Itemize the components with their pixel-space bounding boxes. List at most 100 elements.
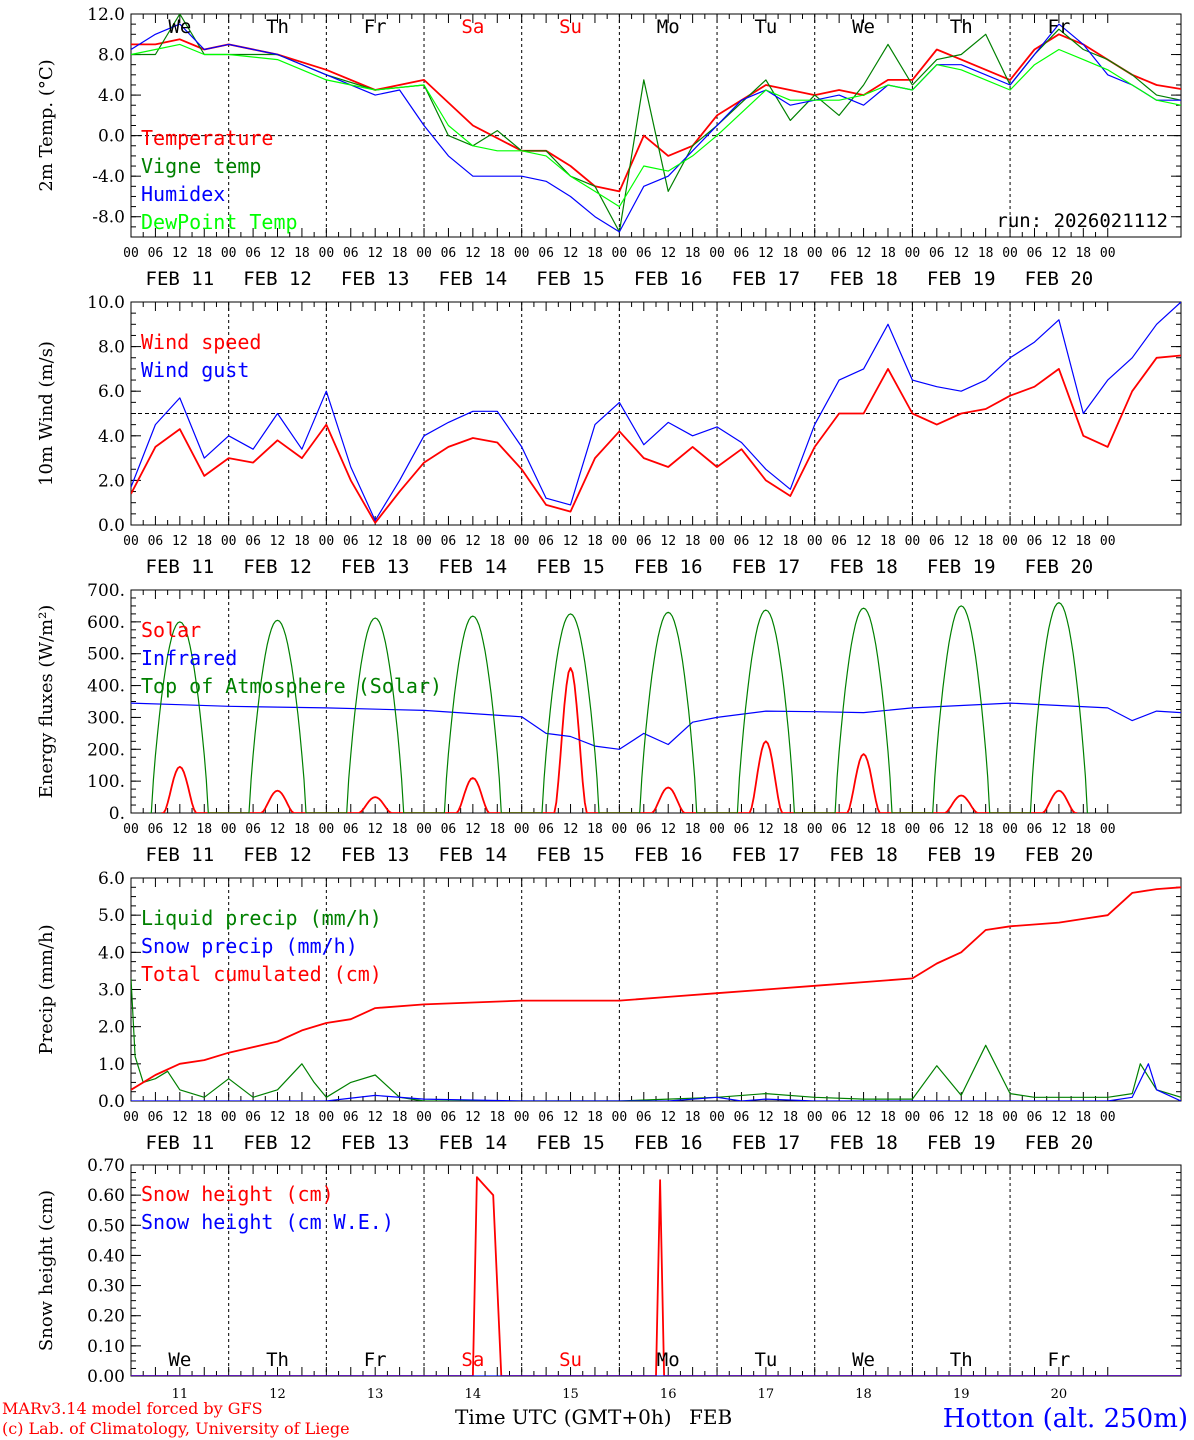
legend-entry: Top of Atmosphere (Solar) xyxy=(141,674,442,698)
day-name-top: Tu xyxy=(754,16,777,38)
panel-temp: 12.0 8.0 4.0 0.0 -4.0 -8.0 2m Temp. (°C) 00 06 12… xyxy=(36,5,1182,290)
hour-tick-label: 12 xyxy=(270,534,286,549)
hour-tick-label: 18 xyxy=(587,822,603,837)
date-label: FEB 12 xyxy=(243,268,312,290)
hour-tick-label: 12 xyxy=(270,1110,286,1125)
series-group xyxy=(131,302,1181,524)
hour-tick-label: 18 xyxy=(685,246,701,261)
hour-tick-label: 12 xyxy=(758,246,774,261)
hour-tick-label: 12 xyxy=(856,822,872,837)
hour-tick-label: 12 xyxy=(856,534,872,549)
hour-tick-label: 00 xyxy=(514,534,530,549)
date-label: FEB 18 xyxy=(829,556,898,578)
date-label: FEB 11 xyxy=(146,1132,215,1154)
hour-tick-label: 18 xyxy=(294,1110,310,1125)
hour-tick-label: 12 xyxy=(367,822,383,837)
hour-tick-label: 18 xyxy=(782,822,798,837)
hour-tick-label: 06 xyxy=(1027,1110,1043,1125)
hour-tick-label: 18 xyxy=(685,534,701,549)
panel-precip: 6.0 5.0 4.0 3.0 2.0 1.0 0.0 Precip (mm/h) 00 06 12… xyxy=(36,869,1182,1154)
hour-tick-label: 00 xyxy=(319,246,335,261)
date-label: FEB 15 xyxy=(536,268,605,290)
legend-entry: Liquid precip (mm/h) xyxy=(141,906,382,930)
date-label: FEB 15 xyxy=(536,844,605,866)
hour-tick-label: 00 xyxy=(807,822,823,837)
hour-tick-label: 18 xyxy=(294,246,310,261)
hour-tick-label: 12 xyxy=(953,1110,969,1125)
hour-tick-label: 12 xyxy=(660,246,676,261)
hour-tick-label: 06 xyxy=(343,534,359,549)
date-label: FEB 15 xyxy=(536,1132,605,1154)
series-line-wind-gust xyxy=(131,302,1181,522)
date-label: FEB 18 xyxy=(829,844,898,866)
date-label: FEB 17 xyxy=(732,844,801,866)
hour-tick-label: 00 xyxy=(123,246,139,261)
hour-tick-label: 00 xyxy=(807,534,823,549)
hour-tick-label: 06 xyxy=(441,1110,457,1125)
legend-entry: Infrared xyxy=(141,646,237,670)
y-tick-label: 4.0 xyxy=(98,943,125,963)
y-tick-label: 0.0 xyxy=(98,516,125,536)
y-tick-label: 0.30 xyxy=(87,1277,125,1297)
hour-tick-label: 12 xyxy=(1051,822,1067,837)
series-group xyxy=(131,14,1181,233)
hour-tick-label: 06 xyxy=(148,246,164,261)
series-line-top-of-atmosphere-solar- xyxy=(149,602,1090,813)
hour-tick-label: 06 xyxy=(441,822,457,837)
day-name-bottom: Sa xyxy=(461,1349,484,1371)
y-tick-label: 0.0 xyxy=(98,1092,125,1112)
y-tick-label: 0.10 xyxy=(87,1337,125,1357)
plot-frame xyxy=(130,13,1182,238)
hour-tick-label: 00 xyxy=(123,534,139,549)
hour-tick-label: 12 xyxy=(758,1110,774,1125)
hour-tick-label: 00 xyxy=(905,246,921,261)
hour-tick-label: 06 xyxy=(148,1110,164,1125)
hour-tick-label: 00 xyxy=(612,1110,628,1125)
hour-tick-label: 18 xyxy=(196,1110,212,1125)
y-tick-label: -4.0 xyxy=(92,167,125,187)
hour-tick-label: 18 xyxy=(489,1110,505,1125)
y-tick-label: 0.60 xyxy=(87,1186,125,1206)
hour-tick-label: 18 xyxy=(294,822,310,837)
hour-tick-label: 06 xyxy=(929,822,945,837)
day-name-top: Sa xyxy=(461,16,484,38)
legend-entry: DewPoint Temp xyxy=(141,210,298,234)
hour-tick-label: 06 xyxy=(636,822,652,837)
plot-frame xyxy=(130,589,1182,814)
date-label: FEB 15 xyxy=(536,556,605,578)
series-line-dewpoint-temp xyxy=(131,43,1181,208)
day-name-bottom: Mo xyxy=(657,1349,680,1371)
hour-tick-label: 00 xyxy=(416,534,432,549)
date-label: FEB 11 xyxy=(146,556,215,578)
hour-tick-label: 12 xyxy=(563,1110,579,1125)
hour-tick-label: 12 xyxy=(1051,246,1067,261)
hour-tick-label: 00 xyxy=(221,822,237,837)
hour-tick-label: 12 xyxy=(953,534,969,549)
hour-tick-label: 12 xyxy=(563,246,579,261)
y-tick-label: 2.0 xyxy=(98,471,125,491)
hour-tick-label: 06 xyxy=(538,246,554,261)
hour-tick-label: 18 xyxy=(489,246,505,261)
y-tick-label: 0.00 xyxy=(87,1367,125,1387)
date-label: FEB 19 xyxy=(927,268,996,290)
legend-entry: Wind gust xyxy=(141,358,249,382)
date-label: FEB 13 xyxy=(341,268,410,290)
hour-tick-label: 18 xyxy=(392,822,408,837)
day-name-top: We xyxy=(852,16,875,38)
day-name-bottom: Th xyxy=(950,1349,973,1371)
panel-wind: 10.0 8.0 6.0 4.0 2.0 0.0 10m Wind (m/s) 00 06 12 1… xyxy=(36,293,1182,578)
date-label: FEB 12 xyxy=(243,1132,312,1154)
footer-model: MARv3.14 model forced by GFS xyxy=(2,1399,263,1418)
date-label: FEB 13 xyxy=(341,1132,410,1154)
hour-tick-label: 12 xyxy=(660,534,676,549)
y-tick-label: 10.0 xyxy=(87,293,125,313)
y-axis-label: Energy fluxes (W/m²) xyxy=(36,605,57,799)
day-name-top: We xyxy=(168,16,191,38)
hour-tick-label: 00 xyxy=(905,534,921,549)
day-name-top: Th xyxy=(266,16,289,38)
date-label: FEB 14 xyxy=(439,1132,508,1154)
date-label: FEB 14 xyxy=(439,556,508,578)
y-tick-label: 500. xyxy=(87,645,125,665)
y-tick-label: 0.40 xyxy=(87,1246,125,1266)
